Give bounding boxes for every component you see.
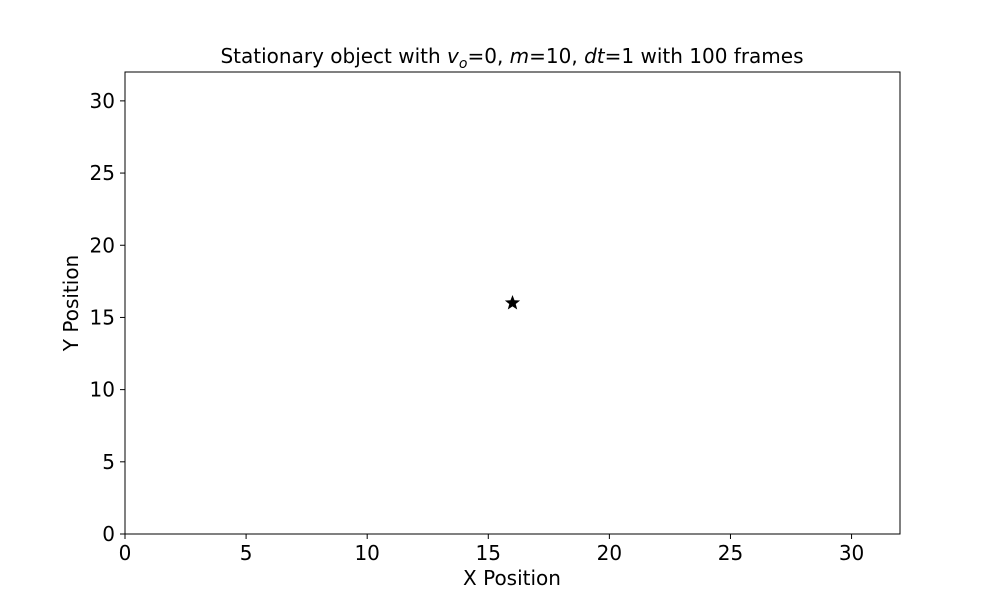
x-tick-label: 30 <box>839 541 864 565</box>
x-tick-label: 25 <box>718 541 743 565</box>
x-tick-label: 15 <box>476 541 501 565</box>
y-tick-label: 5 <box>102 450 115 474</box>
y-tick-label: 20 <box>90 233 115 257</box>
x-axis-label: X Position <box>463 566 561 590</box>
x-tick-label: 0 <box>119 541 132 565</box>
y-axis-ticks: 0 5 10 15 20 25 30 <box>90 89 125 546</box>
x-tick-label: 5 <box>240 541 253 565</box>
chart-title: Stationary object with vo=0, m=10, dt=1 … <box>220 44 803 72</box>
y-tick-label: 0 <box>102 522 115 546</box>
y-tick-label: 30 <box>90 89 115 113</box>
data-points <box>504 295 521 310</box>
y-tick-label: 10 <box>90 378 115 402</box>
y-tick-label: 15 <box>90 305 115 329</box>
y-axis-label: Y Position <box>59 255 83 352</box>
x-tick-label: 10 <box>354 541 379 565</box>
x-axis-ticks: 0 5 10 15 20 25 30 <box>119 534 864 565</box>
data-point-star-marker <box>504 295 521 310</box>
y-tick-label: 25 <box>90 161 115 185</box>
x-tick-label: 20 <box>597 541 622 565</box>
plot-area <box>124 71 901 535</box>
